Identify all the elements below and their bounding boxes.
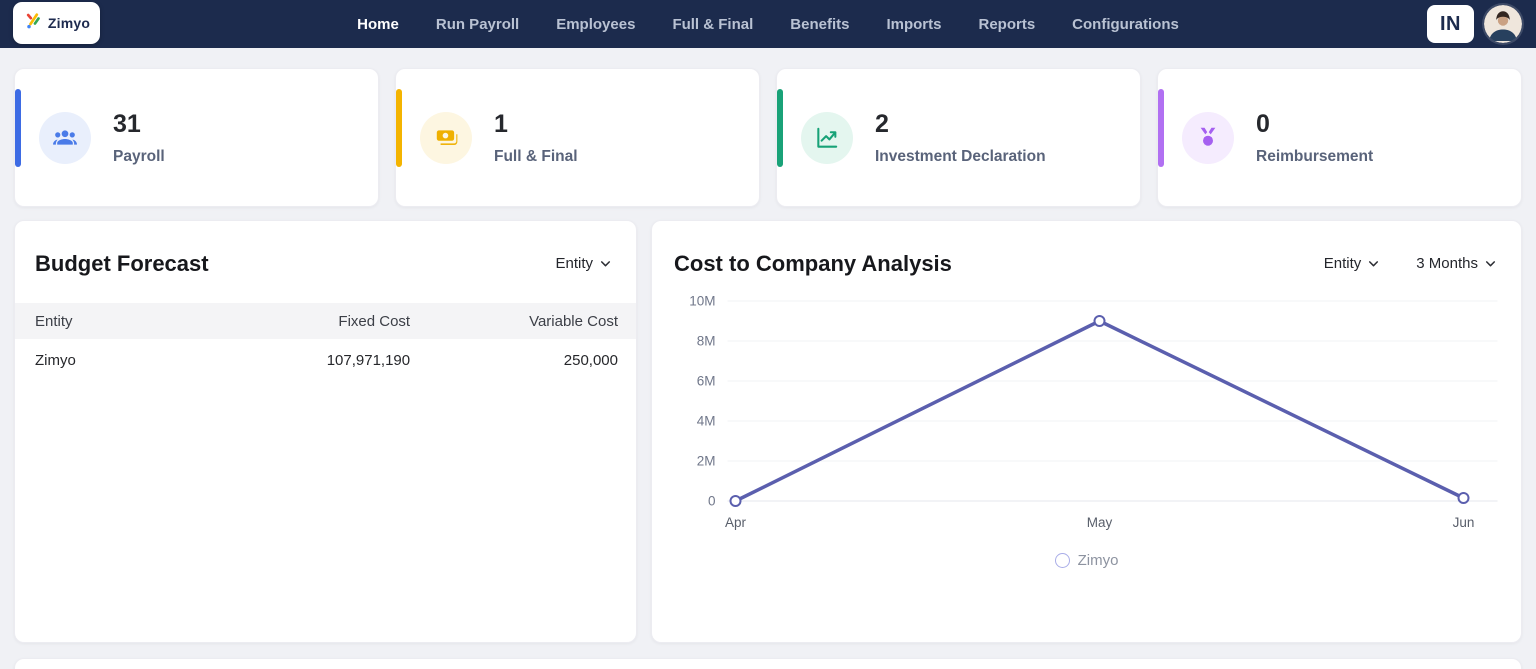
- stat-value: 1: [494, 109, 508, 138]
- legend-item-zimyo[interactable]: Zimyo: [652, 552, 1521, 569]
- stat-value: 0: [1256, 109, 1270, 138]
- zimyo-logo-icon: [23, 11, 43, 36]
- svg-text:4M: 4M: [697, 414, 716, 429]
- nav-item-full-final[interactable]: Full & Final: [672, 15, 754, 33]
- stat-card-full-final[interactable]: 1 Full & Final: [395, 68, 760, 207]
- svg-text:2M: 2M: [697, 454, 716, 469]
- stat-value: 2: [875, 109, 889, 138]
- cash-icon: [420, 111, 472, 164]
- card-accent-bar: [396, 89, 402, 167]
- svg-text:0: 0: [708, 494, 716, 509]
- card-accent-bar: [1158, 89, 1164, 167]
- cell-variable-cost: 250,000: [563, 351, 618, 369]
- brand-logo[interactable]: Zimyo: [13, 2, 100, 44]
- nav-item-run-payroll[interactable]: Run Payroll: [435, 15, 520, 33]
- svg-text:May: May: [1087, 515, 1113, 530]
- card-accent-bar: [777, 89, 783, 167]
- svg-text:Apr: Apr: [725, 515, 747, 530]
- cost-analysis-panel: Cost to Company Analysis Entity 3 Months…: [651, 220, 1522, 643]
- users-icon: [39, 111, 91, 164]
- brand-name: Zimyo: [47, 15, 91, 31]
- medal-icon: [1182, 111, 1234, 164]
- stat-value: 31: [113, 109, 141, 138]
- budget-forecast-panel: Budget Forecast Entity Entity Fixed Cost…: [14, 220, 637, 643]
- stat-cards-row: 31 Payroll 1 Full & Final 2 Investment D…: [0, 48, 1536, 207]
- nav-item-employees[interactable]: Employees: [556, 15, 636, 33]
- svg-text:10M: 10M: [689, 294, 715, 309]
- col-header-variable-cost: Variable Cost: [529, 312, 618, 330]
- legend-marker-icon: [1054, 553, 1070, 568]
- stat-label: Full & Final: [494, 147, 578, 165]
- budget-forecast-title: Budget Forecast: [35, 251, 209, 276]
- budget-entity-dropdown[interactable]: Entity: [555, 255, 612, 272]
- nav-item-configurations[interactable]: Configurations: [1072, 15, 1179, 33]
- svg-text:8M: 8M: [697, 334, 716, 349]
- table-header-row: Entity Fixed Cost Variable Cost: [15, 303, 636, 339]
- cost-entity-dropdown[interactable]: Entity: [1324, 255, 1381, 272]
- svg-text:Jun: Jun: [1453, 515, 1475, 530]
- stat-label: Payroll: [113, 147, 165, 165]
- cell-fixed-cost: 107,971,190: [326, 351, 411, 369]
- chevron-down-icon: [1367, 257, 1380, 270]
- main-nav: Home Run Payroll Employees Full & Final …: [357, 0, 1179, 48]
- table-row: Zimyo 107,971,190 250,000: [15, 339, 636, 381]
- budget-forecast-table: Entity Fixed Cost Variable Cost Zimyo 10…: [15, 303, 636, 381]
- avatar[interactable]: [1484, 5, 1522, 43]
- svg-text:6M: 6M: [697, 374, 716, 389]
- chevron-down-icon: [599, 257, 612, 270]
- budget-entity-dropdown-label: Entity: [555, 255, 593, 272]
- locale-badge[interactable]: IN: [1427, 5, 1474, 43]
- nav-item-benefits[interactable]: Benefits: [790, 15, 850, 33]
- cost-period-dropdown-label: 3 Months: [1416, 255, 1478, 272]
- card-accent-bar: [15, 89, 21, 167]
- nav-item-home[interactable]: Home: [357, 15, 399, 33]
- cell-entity: Zimyo: [35, 351, 76, 369]
- stat-card-reimbursement[interactable]: 0 Reimbursement: [1157, 68, 1522, 207]
- cost-period-dropdown[interactable]: 3 Months: [1416, 255, 1497, 272]
- cost-entity-dropdown-label: Entity: [1323, 255, 1362, 272]
- trend-chart-icon: [801, 111, 853, 164]
- cost-chart: 0 2M 4M 6M 8M 10M Apr May Jun: [652, 277, 1521, 544]
- chevron-down-icon: [1484, 257, 1497, 270]
- cost-analysis-title: Cost to Company Analysis: [674, 251, 952, 276]
- legend-label: Zimyo: [1077, 552, 1119, 569]
- nav-right-cluster: IN: [1427, 5, 1522, 43]
- col-header-entity: Entity: [35, 312, 73, 330]
- col-header-fixed-cost: Fixed Cost: [338, 312, 411, 330]
- nav-item-reports[interactable]: Reports: [978, 15, 1036, 33]
- top-navbar: Zimyo Home Run Payroll Employees Full & …: [0, 0, 1536, 48]
- bottom-panel: [14, 658, 1522, 669]
- stat-label: Reimbursement: [1256, 147, 1374, 165]
- nav-item-imports[interactable]: Imports: [886, 15, 942, 33]
- stat-card-investment-declaration[interactable]: 2 Investment Declaration: [776, 68, 1141, 207]
- stat-card-payroll[interactable]: 31 Payroll: [14, 68, 379, 207]
- stat-label: Investment Declaration: [875, 147, 1046, 165]
- panels-row: Budget Forecast Entity Entity Fixed Cost…: [0, 207, 1536, 643]
